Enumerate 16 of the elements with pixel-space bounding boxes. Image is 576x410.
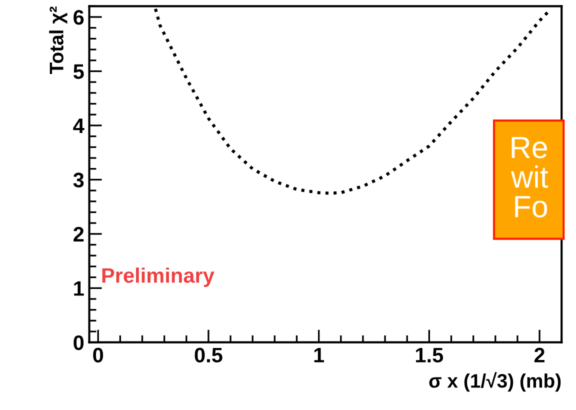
y-tick-label: 0 — [74, 335, 84, 350]
x-axis-title: σ x (1/√3) (mb) — [429, 372, 561, 392]
annotation: Re wit Fo — [510, 136, 548, 218]
y-tick-label: 6 — [74, 10, 84, 25]
x-tick-label: 1.5 — [416, 348, 444, 363]
x-tick-label: 2 — [534, 348, 544, 362]
x-tick-label: 0 — [93, 348, 104, 363]
annotation: Preliminary — [102, 268, 214, 287]
y-tick-label: 4 — [73, 118, 84, 133]
y-tick-label: 2 — [74, 226, 84, 242]
y-tick-label: 1 — [74, 281, 84, 296]
x-tick-label: 0.5 — [194, 348, 222, 363]
y-tick-label: 5 — [73, 64, 84, 79]
y-axis-title: Total χ² — [49, 6, 68, 74]
x-tick-label: 1 — [314, 348, 324, 362]
y-tick-label: 3 — [73, 172, 84, 188]
